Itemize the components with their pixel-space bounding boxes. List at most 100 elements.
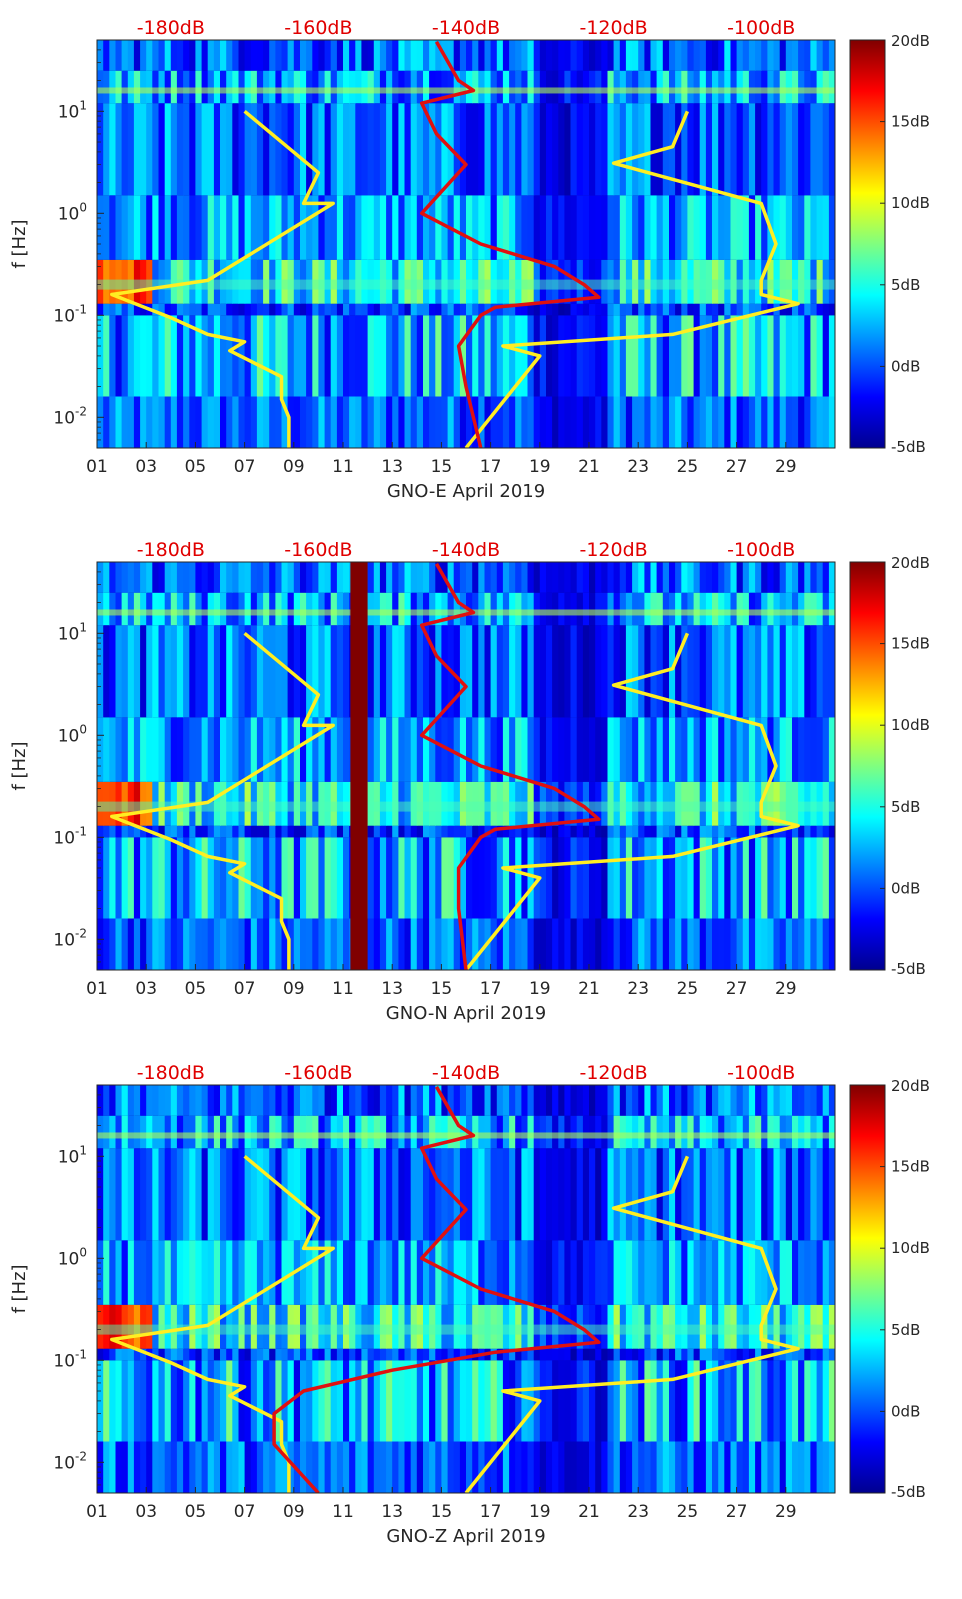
x-tick-label: 23: [627, 457, 649, 477]
colorbar-tick-label: 0dB: [891, 357, 920, 375]
x-tick-label: 23: [627, 979, 649, 999]
top-tick-label: -120dB: [579, 17, 647, 39]
top-tick-label: -100dB: [727, 17, 795, 39]
y-tick-label: 10-2: [53, 404, 87, 428]
top-tick-label: -160dB: [284, 1062, 352, 1084]
colorbar-tick-label: 15dB: [891, 635, 930, 653]
x-tick-label: 25: [677, 457, 699, 477]
top-tick-label: -180dB: [137, 539, 205, 561]
colorbar-tick-label: 10dB: [891, 716, 930, 734]
y-tick-label: 101: [58, 620, 87, 644]
x-tick-label: 29: [775, 979, 797, 999]
x-tick-label: 25: [677, 1502, 699, 1522]
colorbar-tick-label: -5dB: [891, 960, 926, 978]
top-tick-label: -100dB: [727, 1062, 795, 1084]
median-curve: [272, 1085, 601, 1493]
x-tick-label: 15: [431, 457, 453, 477]
x-axis-label: GNO-Z April 2019: [386, 1526, 545, 1547]
spectrogram: [97, 562, 835, 970]
x-tick-label: 11: [332, 1502, 354, 1522]
x-tick-label: 21: [578, 457, 600, 477]
y-tick-label: 10-2: [53, 926, 87, 950]
model-curve-0: [110, 1154, 335, 1493]
x-tick-label: 11: [332, 457, 354, 477]
x-tick-label: 17: [480, 1502, 502, 1522]
colorbar: 20dB 15dB 10dB 5dB 0dB -5dB: [849, 554, 930, 978]
spectrogram: [97, 1085, 835, 1493]
spectrogram: [97, 40, 835, 448]
y-tick-label: 10-1: [53, 1347, 87, 1371]
x-tick-label: 15: [431, 979, 453, 999]
x-tick-label: 07: [234, 457, 256, 477]
x-tick-label: 13: [381, 457, 403, 477]
model-curve-1: [464, 110, 800, 448]
y-tick-label: 100: [58, 1245, 87, 1269]
x-tick-label: 07: [234, 1502, 256, 1522]
panel-2: -180dB -160dB -140dB -120dB -100dB 01 03 05 07 09…: [9, 539, 930, 1024]
x-tick-label: 15: [431, 1502, 453, 1522]
colorbar-tick-label: 5dB: [891, 798, 920, 816]
data-gap: [350, 562, 368, 970]
model-curve-0: [110, 109, 335, 448]
colorbar-gradient: [849, 1084, 886, 1494]
x-tick-label: 09: [283, 457, 305, 477]
x-tick-label: 13: [381, 979, 403, 999]
top-tick-label: -120dB: [579, 539, 647, 561]
panel-1: -180dB -160dB -140dB -120dB -100dB 01 03 05 07 09…: [9, 17, 930, 502]
colorbar-tick-label: 5dB: [891, 1321, 920, 1339]
colorbar-tick-label: 20dB: [891, 32, 930, 50]
colorbar-tick-label: 15dB: [891, 1158, 930, 1176]
x-tick-label: 11: [332, 979, 354, 999]
y-axis-label: f [Hz]: [9, 741, 30, 790]
median-curve: [419, 562, 601, 970]
y-tick-label: 10-1: [53, 824, 87, 848]
x-tick-label: 29: [775, 1502, 797, 1522]
top-tick-label: -140dB: [432, 17, 500, 39]
colorbar-tick-label: -5dB: [891, 438, 926, 456]
x-tick-label: 01: [86, 457, 108, 477]
y-tick-label: 10-2: [53, 1449, 87, 1473]
x-tick-label: 09: [283, 979, 305, 999]
colorbar-tick-label: 10dB: [891, 194, 930, 212]
x-tick-label: 19: [529, 1502, 551, 1522]
colorbar-gradient: [849, 39, 886, 449]
top-tick-label: -180dB: [137, 1062, 205, 1084]
x-tick-label: 29: [775, 457, 797, 477]
colorbar-gradient: [849, 561, 886, 971]
x-tick-label: 27: [726, 979, 748, 999]
x-tick-label: 03: [135, 979, 157, 999]
x-tick-label: 21: [578, 979, 600, 999]
colorbar-tick-label: -5dB: [891, 1483, 926, 1501]
median-curve: [419, 40, 601, 448]
x-axis-label: GNO-N April 2019: [386, 1003, 546, 1024]
colorbar-tick-label: 0dB: [891, 879, 920, 897]
y-tick-label: 10-1: [53, 302, 87, 326]
y-tick-label: 100: [58, 200, 87, 224]
x-tick-label: 05: [185, 979, 207, 999]
x-tick-label: 05: [185, 1502, 207, 1522]
colorbar-tick-label: 20dB: [891, 554, 930, 572]
y-axis-label: f [Hz]: [9, 1264, 30, 1313]
top-tick-label: -140dB: [432, 1062, 500, 1084]
model-curve-0: [110, 631, 335, 970]
x-tick-label: 01: [86, 979, 108, 999]
x-tick-label: 21: [578, 1502, 600, 1522]
model-curve-1: [464, 632, 800, 970]
top-tick-label: -180dB: [137, 17, 205, 39]
colorbar-tick-label: 15dB: [891, 113, 930, 131]
y-tick-label: 101: [58, 1143, 87, 1167]
top-tick-label: -100dB: [727, 539, 795, 561]
x-tick-label: 17: [480, 457, 502, 477]
colorbar: 20dB 15dB 10dB 5dB 0dB -5dB: [849, 32, 930, 456]
x-tick-label: 05: [185, 457, 207, 477]
x-tick-label: 23: [627, 1502, 649, 1522]
x-tick-label: 27: [726, 457, 748, 477]
colorbar-tick-label: 10dB: [891, 1239, 930, 1257]
x-tick-label: 07: [234, 979, 256, 999]
x-tick-label: 25: [677, 979, 699, 999]
top-tick-label: -140dB: [432, 539, 500, 561]
y-tick-label: 100: [58, 722, 87, 746]
x-tick-label: 03: [135, 1502, 157, 1522]
top-tick-label: -160dB: [284, 17, 352, 39]
